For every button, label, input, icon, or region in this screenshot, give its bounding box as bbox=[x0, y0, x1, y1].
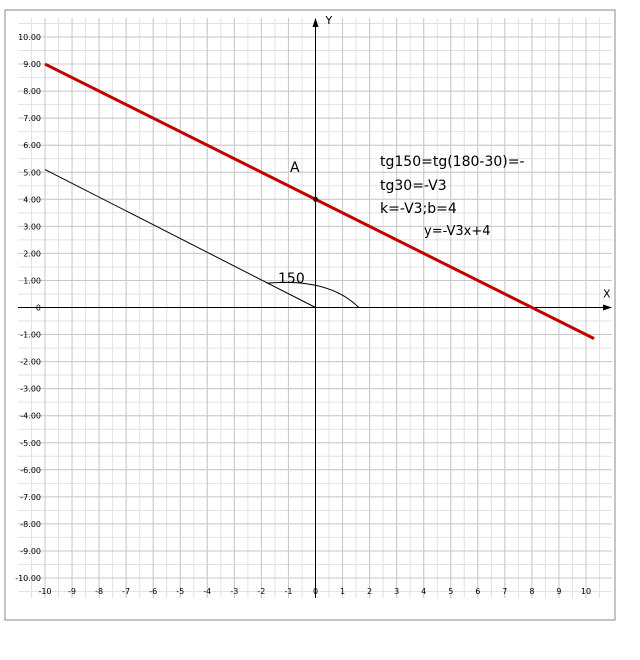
angle-arc bbox=[266, 281, 360, 308]
y-tick-label: 2.00 bbox=[23, 249, 41, 258]
x-tick-label: 5 bbox=[448, 587, 453, 596]
y-tick-label: -9.00 bbox=[20, 547, 41, 556]
y-tick-label: 9.00 bbox=[23, 60, 41, 69]
annotation: k=-V3;b=4 bbox=[380, 201, 457, 217]
y-tick-label: 8.00 bbox=[23, 87, 41, 96]
x-tick-label: -8 bbox=[95, 587, 103, 596]
y-tick-label: -1.00 bbox=[20, 331, 41, 340]
y-tick-label: -8.00 bbox=[20, 520, 41, 529]
annotation: y=-V3x+4 bbox=[424, 224, 491, 239]
x-axis-label: X bbox=[603, 288, 611, 301]
frame bbox=[4, 9, 616, 621]
y-tick-label: -10.00 bbox=[15, 574, 41, 583]
x-tick-label: 2 bbox=[367, 587, 372, 596]
y-tick-label: 10.00 bbox=[18, 33, 41, 42]
y-tick-label: -2.00 bbox=[20, 358, 41, 367]
series-line bbox=[44, 62, 595, 340]
x-tick-label: 7 bbox=[502, 587, 507, 596]
y-tick-label: 3.00 bbox=[23, 222, 41, 231]
x-arrow bbox=[603, 304, 612, 311]
x-tick-label: -5 bbox=[176, 587, 184, 596]
x-tick-label: 9 bbox=[556, 587, 561, 596]
x-tick-label: 6 bbox=[475, 587, 480, 596]
annotation: tg30=-V3 bbox=[380, 178, 447, 194]
x-tick-label: 10 bbox=[581, 587, 591, 596]
y-tick-label: -3.00 bbox=[20, 385, 41, 394]
x-tick-label: -7 bbox=[122, 587, 130, 596]
y-tick-label: 0 bbox=[36, 304, 41, 313]
series-line bbox=[44, 169, 316, 308]
annotation: A bbox=[290, 160, 300, 176]
y-tick-label: 1.00 bbox=[23, 276, 41, 285]
x-tick-label: -2 bbox=[257, 587, 265, 596]
x-tick-label: -6 bbox=[149, 587, 157, 596]
annotation: tg150=tg(180-30)=- bbox=[380, 154, 525, 170]
y-tick-label: -4.00 bbox=[20, 412, 41, 421]
y-tick-label: -5.00 bbox=[20, 439, 41, 448]
y-axis-label: Y bbox=[325, 14, 333, 27]
y-tick-label: 7.00 bbox=[23, 114, 41, 123]
x-tick-label: 3 bbox=[394, 587, 399, 596]
y-arrow bbox=[312, 18, 319, 27]
x-tick-label: -9 bbox=[68, 587, 76, 596]
y-tick-label: 4.00 bbox=[23, 195, 41, 204]
x-tick-label: -1 bbox=[284, 587, 292, 596]
x-tick-label: 4 bbox=[421, 587, 426, 596]
x-tick-label: -3 bbox=[230, 587, 238, 596]
y-tick-label: -7.00 bbox=[20, 493, 41, 502]
y-tick-label: 5.00 bbox=[23, 168, 41, 177]
x-tick-label: -10 bbox=[38, 587, 51, 596]
y-tick-label: -6.00 bbox=[20, 466, 41, 475]
annotation: 150 bbox=[278, 271, 305, 287]
x-tick-label: 8 bbox=[529, 587, 534, 596]
x-tick-label: -4 bbox=[203, 587, 211, 596]
x-tick-label: 0 bbox=[313, 587, 318, 596]
y-tick-label: 6.00 bbox=[23, 141, 41, 150]
x-tick-label: 1 bbox=[340, 587, 345, 596]
point-a bbox=[313, 196, 318, 202]
